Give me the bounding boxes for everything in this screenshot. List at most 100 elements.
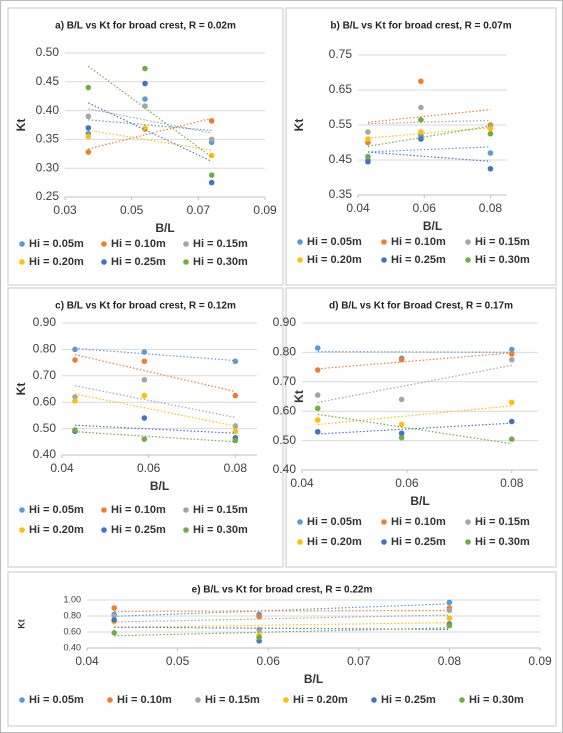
point bbox=[208, 118, 215, 124]
legend-marker bbox=[381, 257, 387, 263]
point bbox=[398, 421, 405, 428]
trendline bbox=[317, 405, 512, 426]
legend-marker bbox=[465, 239, 471, 245]
chart-title: b) B/L vs Kt for broad crest, R = 0.07m bbox=[330, 21, 511, 32]
x-tick-label: 0.07 bbox=[187, 203, 211, 217]
legend-label: Hi = 0.10m bbox=[391, 516, 446, 528]
legend-marker bbox=[381, 519, 387, 525]
y-tick-label: 0.90 bbox=[273, 315, 297, 329]
point bbox=[314, 405, 321, 412]
point bbox=[508, 351, 515, 357]
y-tick-label: 0.40 bbox=[63, 642, 81, 652]
legend-label: Hi = 0.30m bbox=[475, 536, 530, 548]
point bbox=[314, 345, 321, 351]
y-tick-label: 0.45 bbox=[329, 152, 353, 166]
legend-marker bbox=[297, 239, 303, 245]
y-axis-label: Kt bbox=[292, 119, 306, 132]
point bbox=[142, 80, 148, 87]
point bbox=[232, 358, 239, 365]
point bbox=[365, 158, 371, 165]
y-axis-label: Kt bbox=[292, 390, 306, 403]
trendline bbox=[74, 424, 236, 434]
point bbox=[208, 179, 215, 186]
point bbox=[142, 65, 148, 72]
point bbox=[256, 614, 262, 620]
y-tick-label: 0.75 bbox=[329, 47, 353, 61]
legend-marker bbox=[101, 507, 107, 513]
point bbox=[365, 129, 371, 135]
legend-label: Hi = 0.30m bbox=[469, 694, 524, 706]
point bbox=[85, 149, 92, 155]
point bbox=[72, 346, 78, 353]
point bbox=[141, 436, 148, 442]
point bbox=[142, 103, 148, 109]
point bbox=[314, 417, 321, 423]
point bbox=[232, 437, 239, 444]
point bbox=[208, 172, 215, 178]
point bbox=[365, 153, 371, 160]
legend-marker bbox=[183, 507, 189, 513]
legend-label: Hi = 0.20m bbox=[29, 524, 84, 536]
y-tick-label: 0.60 bbox=[273, 403, 297, 417]
legend-label: Hi = 0.20m bbox=[307, 254, 362, 266]
point bbox=[141, 415, 148, 421]
chart-title: d) B/L vs Kt for Broad Crest, R = 0.17m bbox=[329, 301, 513, 312]
y-tick-label: 0.50 bbox=[273, 433, 297, 447]
y-axis-label: Kt bbox=[16, 619, 26, 629]
x-tick-label: 0.08 bbox=[500, 476, 524, 490]
y-tick-label: 0.35 bbox=[329, 187, 353, 201]
point bbox=[141, 358, 148, 365]
legend-label: Hi = 0.05m bbox=[29, 694, 84, 706]
trendline bbox=[317, 352, 512, 370]
point bbox=[142, 96, 148, 102]
legend-label: Hi = 0.05m bbox=[307, 516, 362, 528]
trendline bbox=[367, 146, 491, 153]
x-axis-label: B/L bbox=[423, 219, 442, 233]
legend-marker bbox=[371, 697, 377, 703]
legend-label: Hi = 0.15m bbox=[193, 238, 248, 250]
trendline bbox=[367, 151, 491, 162]
trendline bbox=[317, 422, 512, 435]
point bbox=[111, 613, 117, 619]
legend-label: Hi = 0.15m bbox=[475, 236, 530, 248]
legend-label: Hi = 0.15m bbox=[205, 694, 260, 706]
y-tick-label: 0.80 bbox=[63, 610, 81, 620]
point bbox=[398, 430, 405, 437]
y-tick-label: 0.30 bbox=[36, 160, 60, 174]
x-tick-label: 0.08 bbox=[479, 201, 503, 215]
point bbox=[446, 607, 453, 614]
y-tick-label: 0.60 bbox=[63, 626, 81, 636]
legend-label: Hi = 0.30m bbox=[193, 256, 248, 268]
legend-marker bbox=[381, 239, 387, 245]
y-tick-label: 0.50 bbox=[36, 45, 60, 59]
x-tick-label: 0.05 bbox=[120, 203, 144, 217]
x-tick-label: 0.06 bbox=[257, 654, 281, 668]
point bbox=[365, 136, 371, 142]
y-tick-label: 0.25 bbox=[36, 189, 60, 203]
panel-border bbox=[7, 7, 284, 286]
y-tick-label: 0.40 bbox=[273, 462, 297, 476]
trendline bbox=[317, 413, 512, 445]
chart-title: e) B/L vs Kt for broad crest, R = 0.22m bbox=[192, 585, 373, 596]
trendline bbox=[74, 347, 236, 362]
point bbox=[141, 392, 148, 399]
point bbox=[85, 113, 92, 120]
point bbox=[398, 434, 405, 441]
trendline bbox=[74, 385, 236, 419]
point bbox=[111, 617, 117, 623]
x-tick-label: 0.09 bbox=[253, 203, 277, 217]
point bbox=[418, 78, 424, 85]
panel-border bbox=[285, 287, 557, 568]
legend-label: Hi = 0.10m bbox=[111, 238, 166, 250]
point bbox=[314, 428, 321, 435]
point bbox=[398, 396, 405, 403]
legend-label: Hi = 0.05m bbox=[29, 504, 84, 516]
point bbox=[208, 152, 215, 159]
legend-label: Hi = 0.05m bbox=[29, 238, 84, 250]
y-tick-label: 0.70 bbox=[33, 368, 57, 382]
trendline bbox=[317, 351, 512, 353]
legend-marker bbox=[459, 697, 465, 703]
chart-title: c) B/L vs Kt for broad crest, R = 0.12m bbox=[55, 301, 236, 312]
point bbox=[232, 428, 239, 435]
point bbox=[142, 125, 148, 131]
